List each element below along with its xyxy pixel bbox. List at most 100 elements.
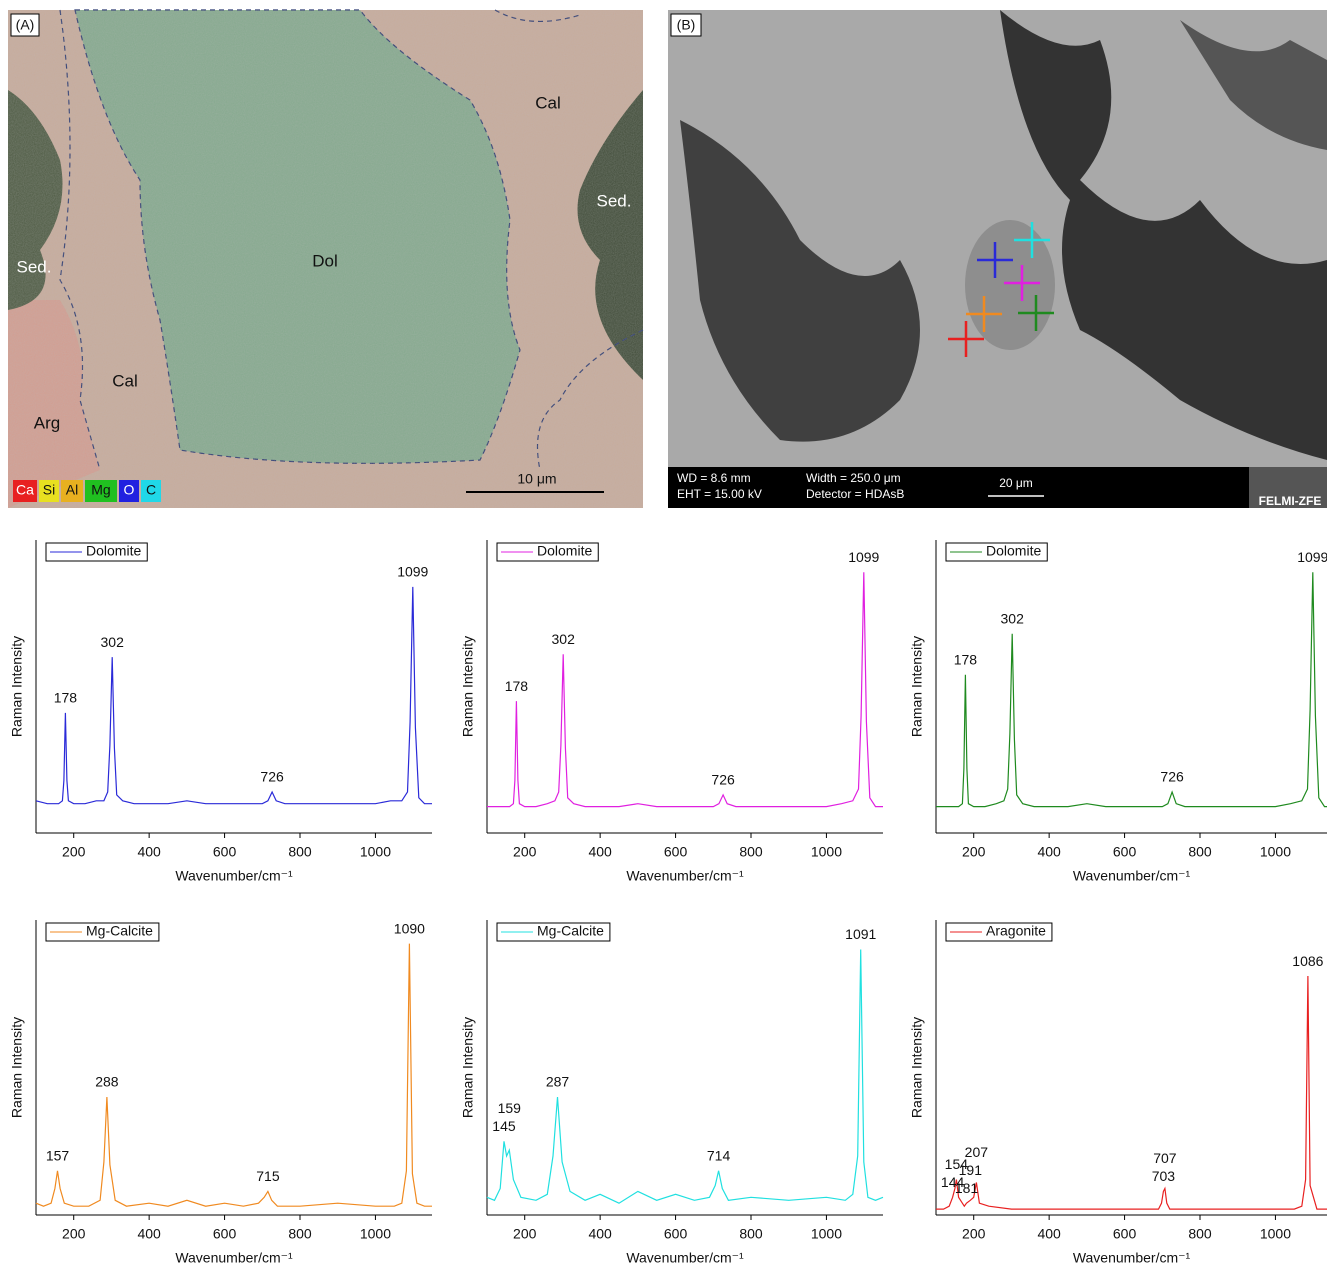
panel-label: (A) — [16, 17, 35, 33]
panel-a: (A) Cal Sed. Sed. Dol Cal Arg Ca Si Al M… — [8, 10, 643, 508]
x-tick-label: 800 — [288, 844, 312, 860]
peak-label: 726 — [711, 772, 735, 788]
peak-label: 1099 — [397, 564, 428, 580]
x-tick-label: 1000 — [811, 844, 842, 860]
legend-label: Dolomite — [986, 543, 1041, 559]
x-tick-label: 200 — [962, 1226, 986, 1242]
info-text: EHT = 15.00 kV — [677, 487, 762, 501]
panel-label: (B) — [677, 17, 696, 33]
peak-label: 178 — [954, 651, 978, 667]
y-axis-label: Raman Intensity — [909, 1017, 925, 1118]
x-axis-label: Wavenumber/cm⁻¹ — [175, 1250, 293, 1265]
peak-label: 703 — [1152, 1168, 1176, 1184]
peak-label: 1099 — [1297, 549, 1327, 565]
legend-label: Mg-Calcite — [86, 923, 153, 939]
peak-label: 1099 — [848, 549, 879, 565]
peak-label: 302 — [1001, 610, 1025, 626]
x-tick-label: 1000 — [1260, 844, 1291, 860]
x-tick-label: 400 — [137, 1226, 161, 1242]
x-tick-label: 200 — [962, 844, 986, 860]
x-tick-label: 800 — [1188, 844, 1212, 860]
element-legend: Ca Si Al Mg O C — [13, 480, 161, 502]
x-tick-label: 200 — [62, 844, 86, 860]
x-tick-label: 200 — [513, 1226, 537, 1242]
x-tick-label: 800 — [1188, 1226, 1212, 1242]
peak-label: 1090 — [394, 920, 425, 936]
region-label: Sed. — [597, 191, 632, 210]
spectrum-line — [487, 572, 883, 806]
info-bar — [668, 467, 1327, 508]
x-tick-label: 1000 — [360, 1226, 391, 1242]
x-axis-label: Wavenumber/cm⁻¹ — [1073, 1250, 1191, 1265]
x-tick-label: 200 — [513, 844, 537, 860]
x-tick-label: 600 — [1113, 1226, 1137, 1242]
element-label: O — [124, 482, 135, 498]
legend-label: Dolomite — [86, 543, 141, 559]
x-tick-label: 800 — [739, 844, 763, 860]
panel-b: (B) WD = 8.6 mm EHT = 15.00 kV Width = 2… — [668, 10, 1327, 508]
element-label: Al — [66, 482, 78, 498]
y-axis-label: Raman Intensity — [460, 1017, 476, 1118]
peak-label: 145 — [492, 1118, 516, 1134]
peak-label: 181 — [955, 1180, 979, 1196]
figure: (A) Cal Sed. Sed. Dol Cal Arg Ca Si Al M… — [0, 0, 1327, 1265]
peak-label: 726 — [260, 769, 284, 785]
x-tick-label: 600 — [664, 844, 688, 860]
x-tick-label: 1000 — [1260, 1226, 1291, 1242]
x-tick-label: 400 — [588, 1226, 612, 1242]
x-tick-label: 400 — [588, 844, 612, 860]
element-label: C — [146, 482, 156, 498]
x-tick-label: 600 — [213, 844, 237, 860]
peak-label: 159 — [498, 1100, 522, 1116]
x-axis-label: Wavenumber/cm⁻¹ — [626, 868, 744, 884]
region-label: Arg — [34, 413, 60, 432]
element-label: Ca — [16, 482, 34, 498]
x-tick-label: 800 — [288, 1226, 312, 1242]
scale-label: 20 μm — [999, 476, 1033, 490]
peak-label: 714 — [707, 1147, 731, 1163]
peak-label: 707 — [1153, 1150, 1177, 1166]
peak-label: 302 — [101, 634, 125, 650]
x-axis-label: Wavenumber/cm⁻¹ — [1073, 868, 1191, 884]
peak-label: 157 — [46, 1147, 70, 1163]
peak-label: 288 — [95, 1074, 119, 1090]
x-tick-label: 400 — [1037, 1226, 1061, 1242]
spectrum-line — [36, 587, 432, 804]
spectrum-line — [936, 976, 1327, 1209]
x-tick-label: 400 — [137, 844, 161, 860]
x-tick-label: 600 — [213, 1226, 237, 1242]
peak-label: 726 — [1160, 769, 1184, 785]
region-label: Cal — [112, 371, 138, 390]
x-axis-label: Wavenumber/cm⁻¹ — [175, 868, 293, 884]
peak-label: 287 — [546, 1074, 570, 1090]
x-tick-label: 1000 — [360, 844, 391, 860]
x-tick-label: 800 — [739, 1226, 763, 1242]
peak-label: 207 — [965, 1144, 989, 1160]
x-tick-label: 400 — [1037, 844, 1061, 860]
peak-label: 1091 — [845, 926, 876, 942]
element-label: Si — [43, 482, 55, 498]
peak-label: 178 — [505, 678, 529, 694]
y-axis-label: Raman Intensity — [460, 636, 476, 737]
peak-label: 715 — [256, 1168, 280, 1184]
info-text: Detector = HDAsB — [806, 487, 904, 501]
spectrum-line — [936, 572, 1327, 806]
info-text: WD = 8.6 mm — [677, 471, 751, 485]
region-label: Sed. — [17, 257, 52, 276]
y-axis-label: Raman Intensity — [9, 1017, 25, 1118]
scale-label: 10 μm — [517, 471, 556, 487]
x-tick-label: 600 — [1113, 844, 1137, 860]
x-tick-label: 600 — [664, 1226, 688, 1242]
logo: FELMI-ZFE — [1259, 494, 1322, 508]
peak-label: 191 — [959, 1162, 983, 1178]
legend-label: Dolomite — [537, 543, 592, 559]
charts: 200 400 600 800 1000 Wavenumber/cm⁻¹ Raman Int… — [9, 540, 1327, 1265]
legend-label: Mg-Calcite — [537, 923, 604, 939]
x-tick-label: 200 — [62, 1226, 86, 1242]
region-label: Dol — [312, 251, 338, 270]
peak-label: 1086 — [1292, 953, 1323, 969]
x-axis-label: Wavenumber/cm⁻¹ — [626, 1250, 744, 1265]
peak-label: 178 — [54, 690, 78, 706]
info-text: Width = 250.0 μm — [806, 471, 901, 485]
region-label: Cal — [535, 93, 561, 112]
